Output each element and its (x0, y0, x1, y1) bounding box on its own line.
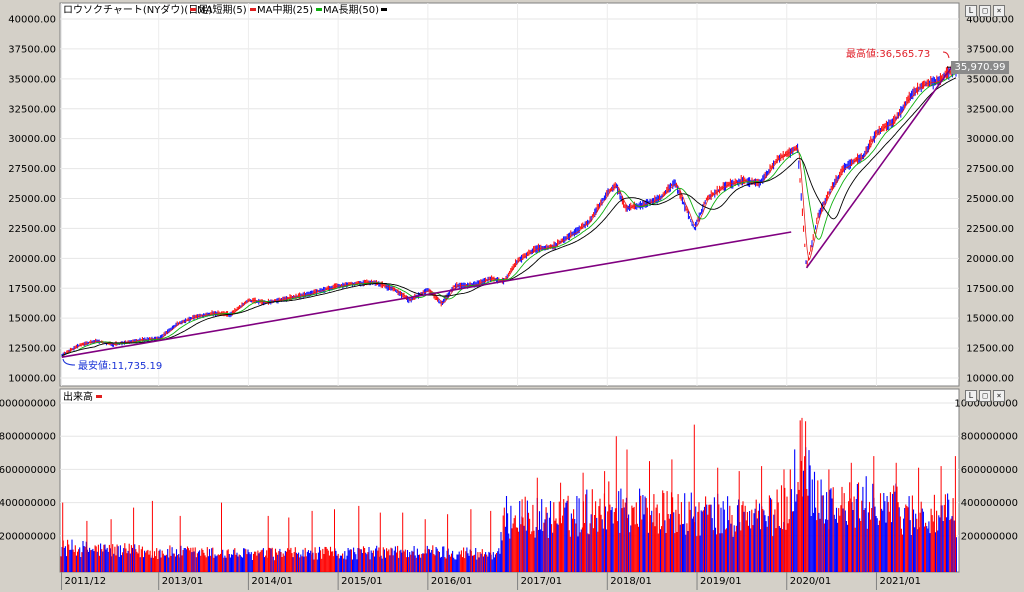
price-tick-label-left: 12500.00 (8, 344, 56, 355)
price-tick-label-left: 10000.00 (8, 374, 56, 385)
volume-tick-label-left: 600000000 (0, 465, 56, 476)
price-tick-label-right: 25000.00 (966, 194, 1014, 205)
price-tick-label-right: 27500.00 (966, 164, 1014, 175)
legend-end-swatch (381, 8, 387, 11)
low-price-pointer (62, 358, 76, 366)
volume-legend: 出来高 (63, 390, 102, 403)
x-tick-label: 2017/01 (521, 576, 563, 587)
x-tick-label: 2019/01 (700, 576, 742, 587)
x-tick-label: 2016/01 (431, 576, 473, 587)
legend-ma-mid: MA中期(25) (257, 3, 313, 16)
last-price-badge: 35,970.99 (951, 61, 1009, 74)
price-tick-label-left: 22500.00 (8, 224, 56, 235)
x-tick-label: 2021/01 (879, 576, 921, 587)
volume-bars (60, 417, 957, 572)
price-panel-l-button[interactable]: L (965, 5, 977, 17)
price-tick-label-left: 37500.00 (8, 44, 56, 55)
ma-short-line (61, 70, 957, 356)
price-tick-label-right: 22500.00 (966, 224, 1014, 235)
x-tick-label: 2014/01 (251, 576, 293, 587)
legend-ma-short-swatch (190, 8, 196, 11)
price-tick-label-left: 32500.00 (8, 104, 56, 115)
volume-y-axis-left: 1000000000 800000000 600000000 400000000 200… (0, 399, 56, 543)
price-tick-label-left: 17500.00 (8, 284, 56, 295)
price-annotations: 最高値:36,565.73 最安値:11,735.19 (62, 47, 950, 372)
price-tick-label-right: 10000.00 (966, 374, 1014, 385)
volume-tick-label-right: 400000000 (961, 498, 1018, 509)
legend-ma-short: MA短期(5) (197, 3, 247, 16)
legend-ma-long: MA長期(50) (323, 4, 379, 16)
high-price-pointer (942, 51, 950, 59)
price-plot-area[interactable] (59, 2, 960, 387)
price-y-axis-left: 40000.00 37500.00 35000.00 32500.00 30000.00… (8, 15, 56, 385)
x-tick-label: 2015/01 (341, 576, 383, 587)
price-panel-restore-button[interactable]: □ (979, 5, 991, 17)
volume-tick-label-right: 800000000 (961, 432, 1018, 443)
price-legend: ロウソクチャート(NYダウ)(日足) MA短期(5) MA中期(25) MA長期… (63, 3, 387, 16)
price-y-axis-right: 40000.00 37500.00 35000.00 32500.00 30000.00… (966, 15, 1014, 385)
x-tick-label: 2018/01 (610, 576, 652, 587)
price-tick-label-right: 15000.00 (966, 314, 1014, 325)
trend-lines (61, 64, 955, 358)
price-tick-label-right: 20000.00 (966, 254, 1014, 265)
volume-tick-label-left: 800000000 (0, 432, 56, 443)
volume-tick-label-right: 600000000 (961, 465, 1018, 476)
date-x-axis: 2011/12 2013/01 2014/01 2015/01 2016/01 2017/… (61, 572, 921, 590)
volume-tick-label-right: 200000000 (961, 531, 1018, 542)
high-price-label: 最高値:36,565.73 (846, 47, 930, 60)
volume-tick-label-left: 200000000 (0, 531, 56, 542)
x-tick-label: 2013/01 (162, 576, 204, 587)
price-tick-label-right: 17500.00 (966, 284, 1014, 295)
volume-panel-close-button[interactable]: × (993, 390, 1005, 402)
volume-tick-label-left: 1000000000 (0, 399, 56, 410)
price-tick-label-right: 32500.00 (966, 104, 1014, 115)
legend-title: ロウソクチャート(NYダウ)(日足) (63, 3, 212, 16)
price-panel-close-button[interactable]: × (993, 5, 1005, 17)
low-price-label: 最安値:11,735.19 (78, 359, 162, 372)
legend-ma-mid-swatch (250, 8, 256, 11)
price-tick-label-left: 15000.00 (8, 314, 56, 325)
ma-long-line (61, 72, 957, 356)
price-tick-label-left: 25000.00 (8, 194, 56, 205)
price-tick-label-left: 20000.00 (8, 254, 56, 265)
price-tick-label-right: 30000.00 (966, 134, 1014, 145)
volume-tick-label-right: 1000000000 (954, 399, 1018, 410)
x-tick-label: 2020/01 (790, 576, 832, 587)
price-tick-label-left: 30000.00 (8, 134, 56, 145)
x-tick-label: 2011/12 (65, 576, 107, 587)
volume-legend-title: 出来高 (63, 390, 93, 403)
volume-tick-label-left: 400000000 (0, 498, 56, 509)
volume-panel-l-button[interactable]: L (965, 390, 977, 402)
price-tick-label-right: 35000.00 (966, 74, 1014, 85)
volume-legend-swatch (96, 395, 102, 398)
price-tick-label-left: 40000.00 (8, 15, 56, 26)
price-tick-label-left: 35000.00 (8, 74, 56, 85)
volume-y-axis-right: 1000000000 800000000 600000000 400000000 200… (954, 399, 1018, 543)
legend-ma-long-swatch (316, 8, 322, 11)
volume-panel-restore-button[interactable]: □ (979, 390, 991, 402)
trend-line-2 (805, 64, 955, 269)
price-tick-label-right: 37500.00 (966, 44, 1014, 55)
price-tick-label-right: 12500.00 (966, 344, 1014, 355)
price-tick-label-left: 27500.00 (8, 164, 56, 175)
trend-line-1 (61, 231, 792, 358)
price-tick-label-right: 40000.00 (966, 15, 1014, 26)
